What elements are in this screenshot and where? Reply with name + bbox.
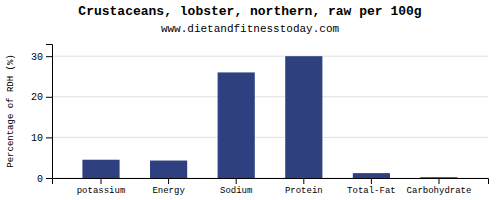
bar [420,177,457,178]
x-tick-mark [101,178,102,184]
x-tick: Protein [285,178,323,196]
y-tick-mark [46,56,52,57]
y-axis: 0 10 20 30 [31,45,53,185]
chart: Crustaceans, lobster, northern, raw per … [0,0,500,200]
y-axis-title: Percentage of RDH (%) [6,54,16,167]
grid-line [52,137,488,138]
bar [82,160,119,178]
x-tick-mark [168,178,169,184]
y-tick: 20 [31,92,52,103]
grid-line [52,96,488,97]
x-tick-label: potassium [77,186,126,196]
bar [285,56,322,178]
bar [218,72,255,178]
y-tick-label: 30 [31,52,43,63]
x-tick-label: Energy [152,186,185,196]
y-tick-label: 0 [37,174,43,185]
bar [353,173,390,178]
x-axis-line [53,179,489,185]
bar [150,161,187,178]
x-tick: potassium [77,178,126,196]
x-tick-mark [438,178,439,184]
x-tick-label: Total-Fat [347,186,396,196]
y-tick: 0 [37,174,52,185]
x-tick-label: Sodium [220,186,252,196]
x-tick-mark [303,178,304,184]
x-tick: Sodium [220,178,252,196]
grid-line [52,56,488,57]
x-tick-label: Protein [285,186,323,196]
y-tick-mark [46,97,52,98]
x-axis: potassium Energy Sodium Protein Total-Fat Car… [53,178,489,196]
y-tick-mark [46,178,52,179]
grid [52,56,488,178]
y-tick: 10 [31,133,52,144]
y-tick-label: 20 [31,92,43,103]
x-tick: Carbohydrate [407,178,472,196]
subtitle: www.dietandfitnesstoday.com [161,23,340,35]
x-tick: Energy [152,178,185,196]
y-tick-mark [46,137,52,138]
x-tick-mark [371,178,372,184]
y-tick-label: 10 [31,133,43,144]
x-tick-label: Carbohydrate [407,186,472,196]
x-tick: Total-Fat [347,178,396,196]
y-tick: 30 [31,52,52,63]
y-axis-line [46,45,53,179]
x-tick-mark [236,178,237,184]
title: Crustaceans, lobster, northern, raw per … [78,4,421,19]
bars [82,56,457,178]
